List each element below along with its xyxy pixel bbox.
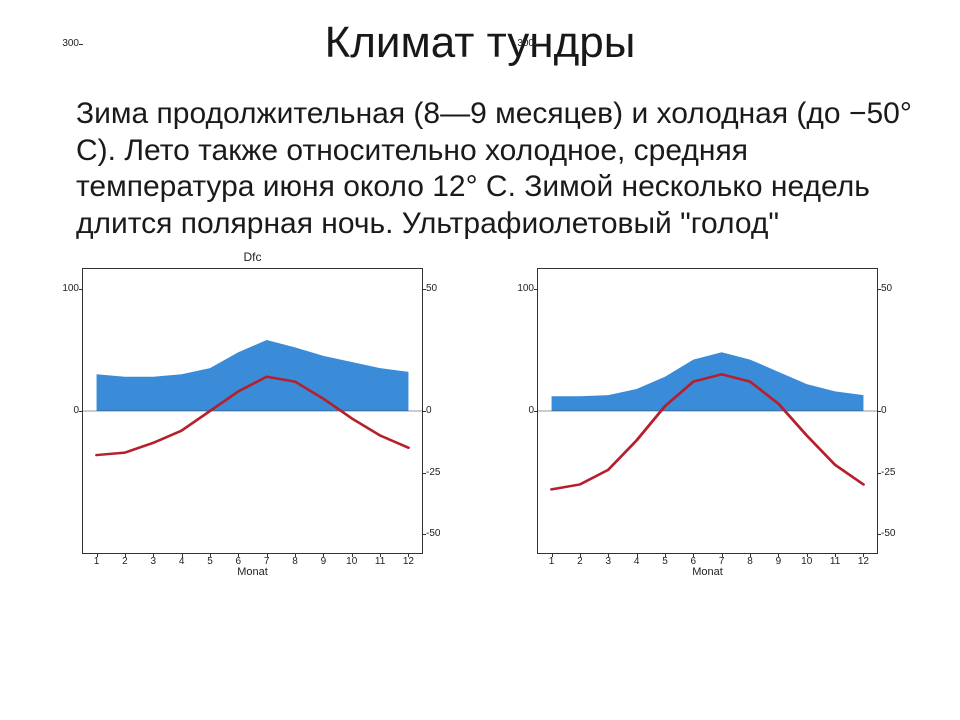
x-tick-label: 2 [122,557,128,567]
chart-svg [538,269,877,553]
x-axis-label: Monat [495,566,920,578]
slide: Климат тундры Зима продолжительная (8—9 … [0,0,960,720]
x-tick-label: 7 [264,557,270,567]
x-tick-label: 8 [747,557,753,567]
y-left-tick-mark [534,411,538,412]
x-tick-label: 11 [830,557,840,567]
slide-title: Климат тундры [40,18,920,68]
y-right-tick-label: 0 [881,406,903,416]
precipitation-area [552,353,864,412]
y-left-tick-mark [79,411,83,412]
charts-row: Dfc Niederschlag [mm] Temperatur [Grad C… [40,250,920,580]
y-right-tick-label: -25 [426,468,448,478]
y-right-tick-label: 50 [426,284,448,294]
y-left-tick-label: 0 [55,406,79,416]
chart-plot-area: 1234567891011120100300-50-25050 [537,268,878,554]
x-tick-label: 7 [719,557,725,567]
y-right-tick-label: -25 [881,468,903,478]
y-right-tick-label: 50 [881,284,903,294]
y-right-tick-label: -50 [426,529,448,539]
y-left-tick-label: 300 [55,39,79,49]
x-tick-label: 10 [801,557,812,567]
climate-chart-right: Niederschlag [mm] Temperatur [Grad C] Mo… [495,250,920,580]
x-tick-label: 9 [776,557,782,567]
y-left-tick-mark [79,44,83,45]
x-tick-label: 1 [549,557,555,567]
x-tick-label: 1 [94,557,100,567]
x-tick-label: 5 [207,557,213,567]
x-tick-label: 10 [346,557,357,567]
y-left-tick-mark [534,44,538,45]
y-left-tick-label: 300 [510,39,534,49]
x-tick-label: 6 [691,557,697,567]
x-tick-label: 2 [577,557,583,567]
x-tick-label: 8 [292,557,298,567]
chart-svg [83,269,422,553]
x-tick-label: 9 [321,557,327,567]
y-left-tick-label: 100 [510,284,534,294]
x-tick-label: 6 [236,557,242,567]
y-left-tick-label: 100 [55,284,79,294]
y-left-tick-mark [79,289,83,290]
y-right-tick-label: 0 [426,406,448,416]
x-tick-label: 4 [634,557,640,567]
climate-chart-left: Dfc Niederschlag [mm] Temperatur [Grad C… [40,250,465,580]
y-left-tick-mark [534,289,538,290]
x-tick-label: 12 [403,557,414,567]
x-tick-label: 5 [662,557,668,567]
x-tick-label: 12 [858,557,869,567]
precipitation-area [97,340,409,411]
chart-title: Dfc [40,250,465,264]
x-tick-label: 3 [150,557,156,567]
x-tick-label: 11 [375,557,385,567]
y-right-tick-label: -50 [881,529,903,539]
x-axis-label: Monat [40,566,465,578]
x-tick-label: 4 [179,557,185,567]
chart-plot-area: 1234567891011120100300-50-25050 [82,268,423,554]
y-left-tick-label: 0 [510,406,534,416]
slide-body-text: Зима продолжительная (8—9 месяцев) и хол… [40,96,920,242]
x-tick-label: 3 [605,557,611,567]
